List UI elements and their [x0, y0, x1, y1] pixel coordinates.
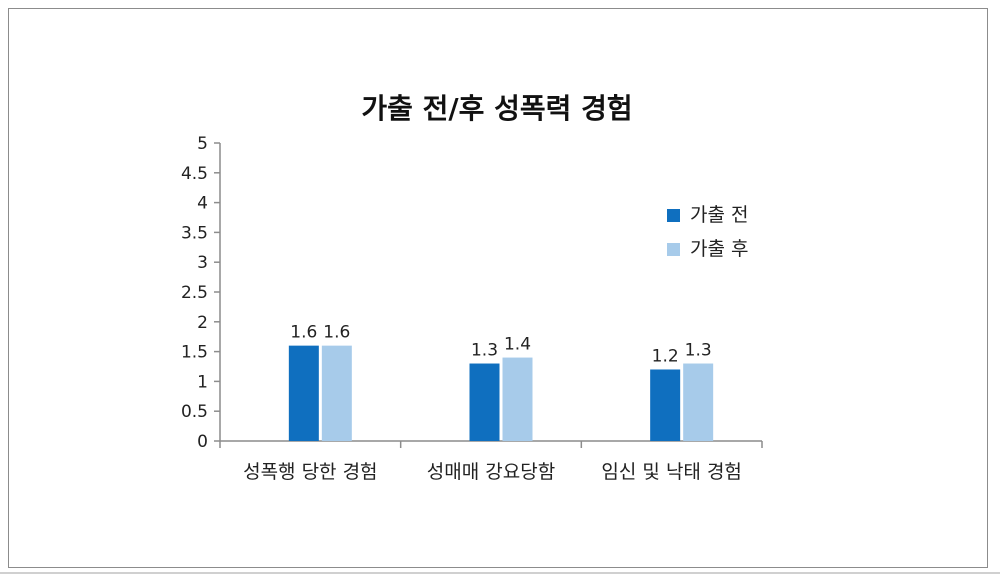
y-tick-label: 0.5	[181, 402, 208, 422]
bar	[321, 345, 352, 441]
data-label: 1.6	[323, 323, 350, 343]
y-tick-label: 2	[197, 313, 208, 333]
bar	[683, 363, 714, 441]
axes: 0 0.5 1 1.5 2 2.5 3 3.5 4 4.5 5 성폭행 당한 경험 성매매 강요당함 임신…	[181, 134, 763, 483]
y-tick-label: 4	[197, 194, 208, 214]
chart-frame	[8, 8, 988, 568]
x-category-label: 성폭행 당한 경험	[243, 461, 377, 483]
legend-label: 가출 후	[690, 238, 748, 260]
y-tick-label: 4.5	[181, 164, 208, 184]
x-category-label: 성매매 강요당함	[427, 461, 555, 483]
data-label: 1.4	[504, 335, 531, 355]
data-label: 1.3	[685, 341, 712, 361]
y-tick-label: 1	[197, 372, 208, 392]
bar	[288, 345, 319, 441]
data-label: 1.6	[290, 323, 317, 343]
y-tick-label: 3	[197, 253, 208, 273]
chart-title: 가출 전/후 성폭력 경험	[361, 92, 632, 125]
data-label: 1.3	[471, 341, 498, 361]
bar	[650, 369, 681, 441]
legend: 가출 전가출 후	[667, 204, 748, 260]
divider	[0, 572, 1000, 574]
legend-swatch	[667, 243, 680, 256]
legend-swatch	[667, 209, 680, 222]
y-tick-label: 0	[197, 432, 208, 452]
x-category-label: 임신 및 낙태 경험	[601, 461, 741, 483]
y-tick-label: 5	[197, 134, 208, 154]
bars: 1.6 1.6 1.3 1.4 1.2 1.3	[288, 323, 714, 441]
data-label: 1.2	[652, 346, 679, 366]
y-tick-label: 3.5	[181, 223, 208, 243]
y-tick-label: 2.5	[181, 283, 208, 303]
bar	[469, 363, 500, 441]
bar	[502, 357, 533, 441]
y-tick-label: 1.5	[181, 343, 208, 363]
legend-label: 가출 전	[690, 204, 748, 226]
